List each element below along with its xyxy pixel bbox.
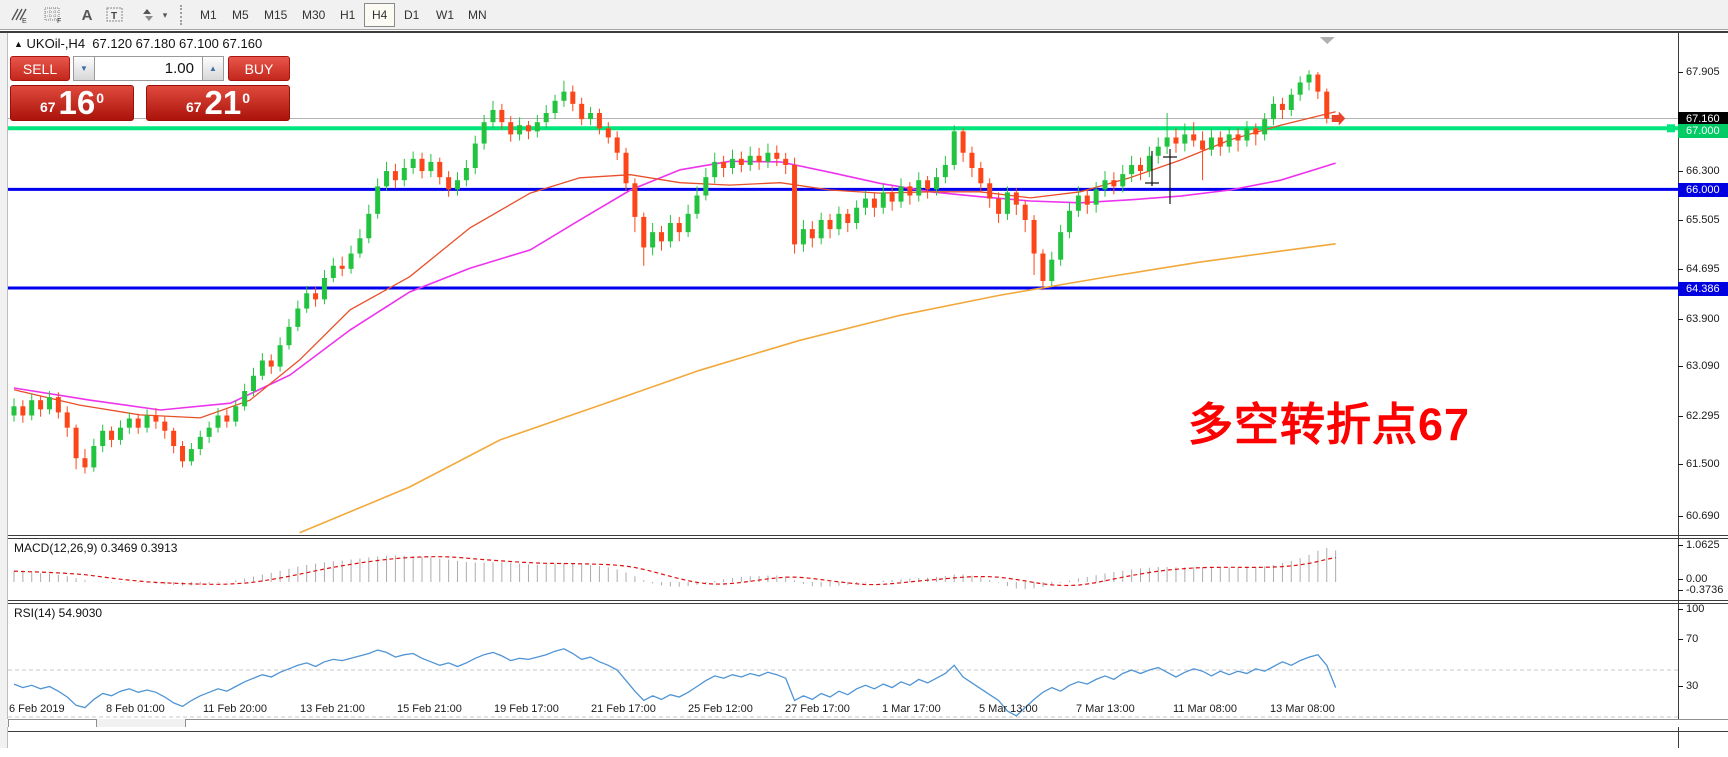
price-tick-64.695: 64.695 [1678, 263, 1720, 276]
price-tick-63.090: 63.090 [1678, 360, 1720, 373]
ohlc-values: 67.120 67.180 67.100 67.160 [92, 36, 263, 51]
svg-text:E: E [22, 18, 27, 24]
price-tick-67.905: 67.905 [1678, 66, 1720, 79]
symbol-period-label: UKOil-,H4 [26, 36, 86, 51]
date-label: 27 Feb 17:00 [785, 703, 850, 715]
grid-f-icon[interactable]: F [40, 4, 66, 26]
timeframe-m15[interactable]: M15 [264, 8, 288, 22]
macd-label: MACD(12,26,9) 0.3469 0.3913 [14, 541, 178, 555]
chart-window: ▲ UKOil-,H4 67.120 67.180 67.100 67.160 … [0, 30, 1728, 757]
rsi-tick-30: 30 [1678, 680, 1698, 693]
timeframe-m5[interactable]: M5 [232, 8, 249, 22]
date-label: 1 Mar 17:00 [882, 703, 941, 715]
timeframe-mn[interactable]: MN [468, 8, 487, 22]
chart-tab-row[interactable] [185, 719, 1728, 727]
macd-tick-0.00: 0.00 [1678, 573, 1707, 586]
price-badge-64.386: 64.386 [1678, 282, 1728, 296]
macd-tick-1.0625: 1.0625 [1678, 539, 1720, 552]
rsi-tick-70: 70 [1678, 633, 1698, 646]
draw-study-icon[interactable]: E [6, 4, 32, 26]
buy-price-sup: 0 [242, 90, 251, 106]
rsi-label: RSI(14) 54.9030 [14, 606, 103, 620]
volume-up-button[interactable]: ▲ [202, 56, 224, 81]
timeframe-h1[interactable]: H1 [340, 8, 356, 22]
price-badge-66.000: 66.000 [1678, 183, 1728, 197]
buy-button[interactable]: BUY [228, 56, 290, 81]
svg-text:T: T [111, 11, 117, 22]
timeframe-m30[interactable]: M30 [302, 8, 326, 22]
buy-price-prefix: 67 [185, 99, 202, 115]
sell-price-big: 16 [58, 84, 96, 121]
bottom-tab-strip [0, 719, 1728, 727]
timeframe-w1[interactable]: W1 [436, 8, 454, 22]
date-label: 5 Mar 13:00 [979, 703, 1038, 715]
rsi-tick-100: 100 [1678, 603, 1704, 616]
timeframe-d1[interactable]: D1 [404, 8, 420, 22]
date-label: 8 Feb 01:00 [106, 703, 165, 715]
price-tick-63.900: 63.900 [1678, 313, 1720, 326]
date-label: 13 Mar 08:00 [1270, 703, 1335, 715]
date-axis[interactable]: 6 Feb 2019 8 Feb 01:00 11 Feb 20:00 13 Feb … [0, 703, 1728, 717]
date-label: 25 Feb 12:00 [688, 703, 753, 715]
timeframe-h4[interactable]: H4 [364, 3, 396, 27]
price-tick-65.505: 65.505 [1678, 214, 1720, 227]
caret-down-icon[interactable]: ▾ [162, 9, 168, 20]
timeframe-m1[interactable]: M1 [200, 8, 217, 22]
pane-separator[interactable] [8, 535, 1728, 539]
text-a-icon[interactable]: A [81, 6, 93, 24]
price-tick-66.300: 66.300 [1678, 165, 1720, 178]
date-label: 19 Feb 17:00 [494, 703, 559, 715]
volume-input[interactable] [95, 56, 202, 81]
chart-top-border [0, 31, 1728, 33]
price-badge-67.160: 67.160 [1678, 112, 1728, 126]
date-label: 7 Mar 13:00 [1076, 703, 1135, 715]
buy-price-display[interactable]: 67 21 0 [146, 85, 290, 121]
date-label: 13 Feb 21:00 [300, 703, 365, 715]
candlestick-chart[interactable] [8, 33, 1678, 535]
price-tick-62.295: 62.295 [1678, 410, 1720, 423]
left-edge-strip [0, 33, 8, 748]
chart-title: ▲ UKOil-,H4 67.120 67.180 67.100 67.160 [14, 36, 262, 51]
date-label: 21 Feb 17:00 [591, 703, 656, 715]
collapse-arrow-icon[interactable]: ▲ [14, 39, 23, 49]
price-tick-61.500: 61.500 [1678, 458, 1720, 471]
rsi-bottom-border [8, 731, 1728, 732]
volume-down-button[interactable]: ▼ [73, 56, 95, 81]
sell-button[interactable]: SELL [10, 56, 70, 81]
price-tick-60.690: 60.690 [1678, 510, 1720, 523]
chart-tab[interactable] [8, 719, 97, 727]
rsi-indicator-pane[interactable] [8, 604, 1678, 730]
price-badge-67.000: 67.000 [1678, 124, 1728, 138]
text-box-icon[interactable]: T [102, 4, 128, 26]
date-label: 6 Feb 2019 [9, 703, 65, 715]
sell-price-sup: 0 [96, 90, 105, 106]
sell-price-display[interactable]: 67 16 0 [10, 85, 134, 121]
annotation-text[interactable]: 多空转折点67 [1188, 399, 1471, 450]
date-label: 11 Mar 08:00 [1173, 703, 1238, 715]
buy-price-big: 21 [204, 84, 242, 121]
toolbar: E F A T ▾ M1 M5 M15 M30 H1 H4 D1 W1 MN [0, 0, 1728, 30]
date-label: 15 Feb 21:00 [397, 703, 462, 715]
toolbar-grip[interactable] [180, 5, 185, 25]
price-axis-line [1678, 33, 1679, 748]
pane-separator[interactable] [8, 600, 1728, 604]
svg-text:F: F [57, 18, 61, 24]
sell-price-prefix: 67 [39, 99, 56, 115]
macd-tick--0.3736: -0.3736 [1678, 584, 1723, 597]
arrows-icon[interactable] [134, 4, 160, 26]
macd-indicator-pane[interactable] [8, 539, 1678, 599]
date-label: 11 Feb 20:00 [203, 703, 268, 715]
